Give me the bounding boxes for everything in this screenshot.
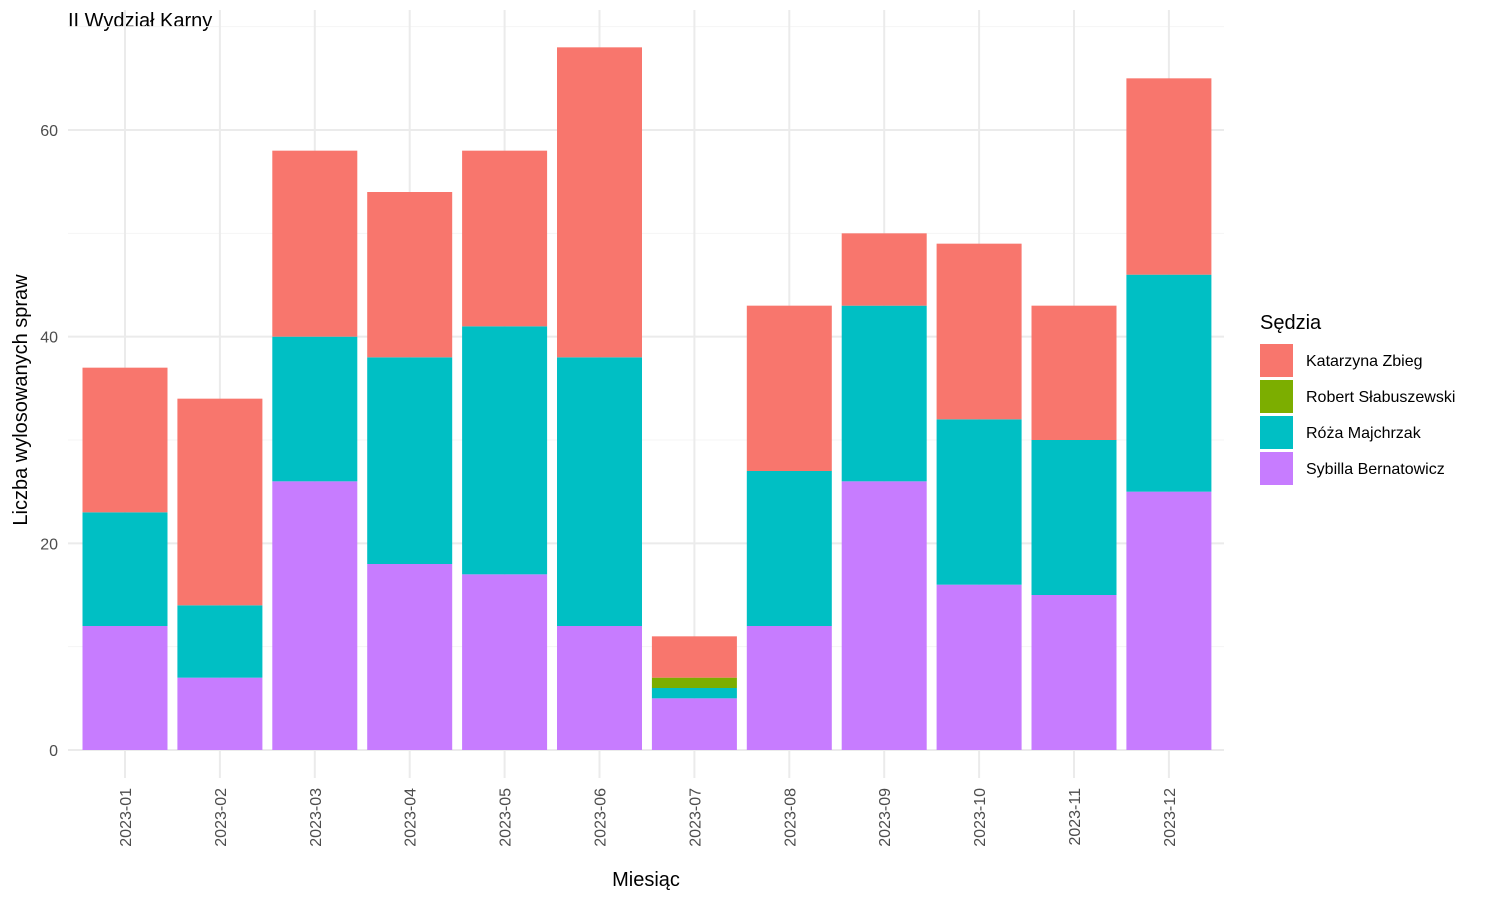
bar-segment: [367, 564, 453, 750]
chart-title: II Wydział Karny: [68, 10, 212, 32]
bar-segment: [462, 150, 548, 327]
bar-segment: [651, 688, 737, 699]
bar-segment: [746, 626, 832, 750]
bar-segment: [651, 677, 737, 688]
bar-segment: [936, 584, 1022, 750]
bar-segment: [841, 305, 927, 482]
x-tick-label: 2023-01: [118, 788, 135, 847]
legend-label: Robert Słabuszewski: [1306, 389, 1455, 406]
bar-segment: [651, 698, 737, 750]
bar-segment: [746, 305, 832, 471]
x-tick-label: 2023-09: [877, 788, 894, 847]
bar-segment: [746, 471, 832, 626]
x-axis-title: Miesiąc: [612, 869, 680, 891]
bar-segment: [841, 233, 927, 306]
y-axis-title: Liczba wylosowanych spraw: [10, 274, 32, 526]
legend-label: Sybilla Bernatowicz: [1306, 461, 1445, 478]
bars: [82, 47, 1212, 750]
bar-segment: [557, 47, 642, 358]
x-axis-ticks: 2023-01 2023-02 2023-03 2023-04 2023-05 2023-…: [118, 788, 1179, 847]
x-tick-label: 2023-05: [498, 788, 515, 847]
legend-swatch: [1260, 452, 1293, 485]
bar-segment: [82, 626, 168, 750]
x-tick-label: 2023-10: [972, 788, 989, 847]
bar-segment: [272, 336, 358, 482]
bar-segment: [1031, 440, 1117, 595]
bar-segment: [936, 419, 1022, 585]
bar-segment: [936, 243, 1022, 420]
x-tick-label: 2023-12: [1162, 788, 1179, 847]
bar-segment: [1031, 595, 1117, 750]
bar-segment: [1126, 274, 1212, 492]
y-tick-label: 0: [49, 743, 58, 760]
bar-segment: [1126, 491, 1212, 750]
legend-title: Sędzia: [1260, 312, 1322, 334]
bar-segment: [841, 481, 927, 750]
x-tick-label: 2023-06: [593, 788, 610, 847]
bar-segment: [1031, 305, 1117, 440]
bar-segment: [1126, 78, 1212, 275]
x-tick-label: 2023-03: [308, 788, 325, 847]
bar-segment: [651, 636, 737, 678]
legend-swatch: [1260, 380, 1293, 413]
y-axis-ticks: 0 20 40 60: [40, 123, 58, 760]
bar-segment: [557, 626, 642, 750]
bar-segment: [462, 574, 548, 750]
bar-segment: [82, 512, 168, 626]
legend-label: Katarzyna Zbieg: [1306, 353, 1423, 370]
bar-segment: [82, 367, 168, 513]
legend-label: Róża Majchrzak: [1306, 425, 1422, 442]
x-tick-label: 2023-08: [782, 788, 799, 847]
bar-segment: [177, 677, 263, 750]
x-tick-label: 2023-11: [1067, 788, 1084, 846]
bar-segment: [177, 398, 263, 606]
bar-segment: [367, 192, 453, 358]
bar-segment: [367, 357, 453, 564]
bar-segment: [557, 357, 642, 626]
y-tick-label: 40: [40, 330, 58, 347]
legend: Sędzia Katarzyna Zbieg Robert Słabuszewsk…: [1260, 312, 1455, 485]
y-tick-label: 60: [40, 123, 58, 140]
bar-segment: [177, 605, 263, 678]
x-tick-label: 2023-04: [403, 788, 420, 847]
x-tick-label: 2023-07: [687, 788, 704, 847]
x-tick-label: 2023-02: [213, 788, 230, 847]
bar-segment: [272, 150, 358, 337]
legend-swatch: [1260, 344, 1293, 377]
bar-segment: [462, 326, 548, 575]
bar-segment: [272, 481, 358, 750]
legend-swatch: [1260, 416, 1293, 449]
y-tick-label: 20: [40, 536, 58, 553]
